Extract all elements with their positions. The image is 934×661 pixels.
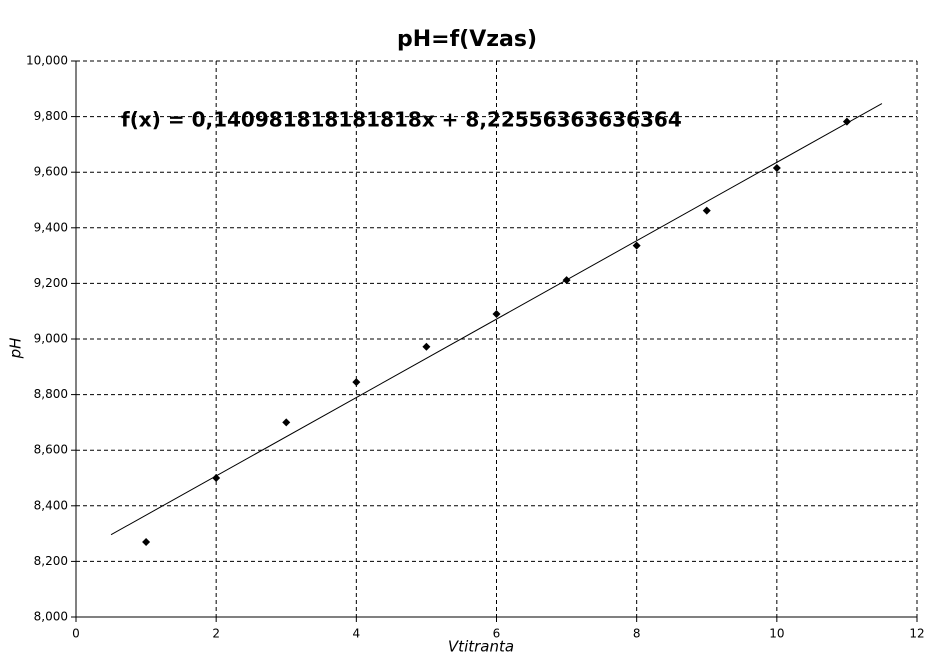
data-point	[142, 537, 151, 546]
data-point	[772, 164, 781, 173]
y-tick-label: 9,600	[34, 165, 68, 179]
data-point	[562, 276, 571, 285]
trendline	[110, 103, 883, 536]
y-axis-label: pH	[7, 338, 25, 360]
data-point	[632, 241, 641, 250]
x-tick-label: 8	[633, 627, 641, 641]
data-point	[352, 378, 361, 387]
y-tick-label: 8,600	[34, 443, 68, 457]
x-tick-label: 0	[72, 627, 80, 641]
data-point	[492, 309, 501, 318]
y-tick-label: 9,000	[34, 332, 68, 346]
chart-title: pH=f(Vzas)	[397, 27, 537, 52]
y-tick-label: 9,800	[34, 109, 68, 123]
x-tick-label: 2	[212, 627, 220, 641]
y-tick-label: 8,400	[34, 498, 68, 512]
data-point	[702, 206, 711, 215]
y-tick-label: 9,200	[34, 276, 68, 290]
data-point	[422, 342, 431, 351]
y-tick-label: 8,000	[34, 610, 68, 624]
x-tick-label: 12	[909, 627, 924, 641]
y-tick-label: 9,400	[34, 220, 68, 234]
x-tick-label: 10	[769, 627, 784, 641]
data-point	[282, 418, 291, 427]
y-tick-label: 8,800	[34, 387, 68, 401]
y-tick-label: 8,200	[34, 554, 68, 568]
data-point	[842, 117, 851, 126]
x-tick-label: 6	[493, 627, 501, 641]
x-axis-label: Vtitranta	[448, 638, 514, 656]
y-tick-label: 10,000	[26, 54, 68, 68]
data-point	[212, 474, 221, 482]
trendline-equation: f(x) = 0,140981818181818x + 8,2255636363…	[121, 108, 682, 132]
x-tick-label: 4	[353, 627, 361, 641]
